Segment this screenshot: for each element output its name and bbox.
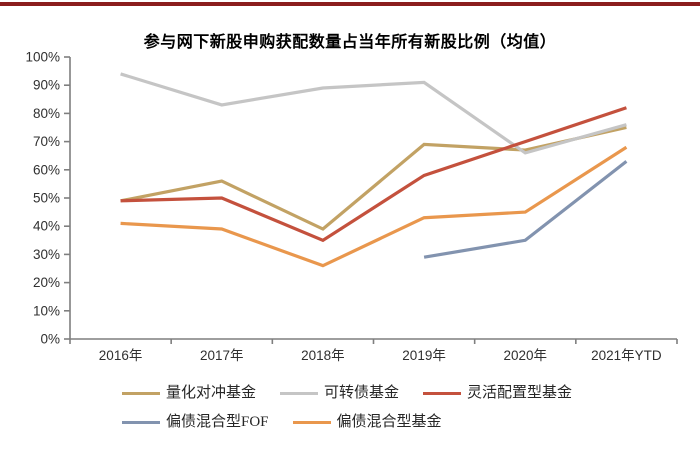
- top-accent-bar: [0, 2, 700, 6]
- chart-title: 参与网下新股申购获配数量占当年所有新股比例（均值）: [143, 34, 557, 51]
- series-line-灵活配置型基金: [120, 106, 627, 243]
- legend-label: 灵活配置型基金: [467, 385, 573, 401]
- x-axis-tick-label: 2021年YTD: [591, 348, 662, 363]
- legend-row: 偏债混合型FOF 偏债混合型基金: [122, 412, 682, 433]
- series-line-偏债混合型基金: [120, 145, 628, 268]
- x-axis-tick-label: 2018年: [301, 348, 345, 363]
- legend-item: 偏债混合型基金: [292, 412, 442, 433]
- legend-label: 偏债混合型基金: [336, 414, 442, 430]
- y-axis-tick-label: 80%: [33, 106, 60, 121]
- legend-label: 可转债基金: [324, 385, 400, 401]
- series-line-偏债混合型FOF: [423, 160, 628, 259]
- legend-swatch: [122, 420, 160, 425]
- legend-item: 可转债基金: [280, 383, 399, 404]
- y-axis-tick-label: 0%: [40, 332, 60, 347]
- y-axis-tick-label: 90%: [33, 78, 60, 93]
- chart-legend: 量化对冲基金 可转债基金 灵活配置型基金偏债混合型FOF 偏债混合型基金: [122, 383, 682, 433]
- legend-swatch: [292, 420, 331, 425]
- y-axis-tick-label: 100%: [25, 50, 60, 65]
- x-axis-tick-label: 2020年: [503, 348, 547, 363]
- legend-label: 偏债混合型FOF: [166, 414, 269, 430]
- series-line-量化对冲基金: [120, 125, 627, 231]
- x-axis-tick-label: 2019年: [402, 348, 446, 363]
- line-chart: 0% 10% 20% 30% 40% 50% 60% 70% 80% 90% 100% 2016年 20…: [25, 50, 678, 363]
- x-axis-tick-label: 2017年: [200, 348, 244, 363]
- legend-row: 量化对冲基金 可转债基金 灵活配置型基金: [122, 383, 682, 404]
- series-line-可转债基金: [120, 72, 627, 155]
- legend-label: 量化对冲基金: [166, 385, 257, 401]
- legend-swatch: [423, 391, 462, 396]
- y-axis-tick-label: 10%: [33, 303, 60, 318]
- x-axis-tick-label: 2016年: [99, 348, 143, 363]
- legend-swatch: [122, 391, 160, 396]
- y-axis-tick-label: 50%: [33, 191, 60, 206]
- legend-swatch: [280, 391, 319, 396]
- legend-item: 量化对冲基金: [122, 383, 256, 404]
- y-axis-tick-label: 20%: [33, 275, 60, 290]
- y-axis-tick-label: 40%: [33, 219, 60, 234]
- legend-item: 灵活配置型基金: [423, 383, 572, 404]
- y-axis-tick-label: 30%: [33, 247, 60, 262]
- legend-item: 偏债混合型FOF: [122, 412, 269, 433]
- y-axis-tick-label: 70%: [33, 134, 60, 149]
- y-axis-tick-label: 60%: [33, 162, 60, 177]
